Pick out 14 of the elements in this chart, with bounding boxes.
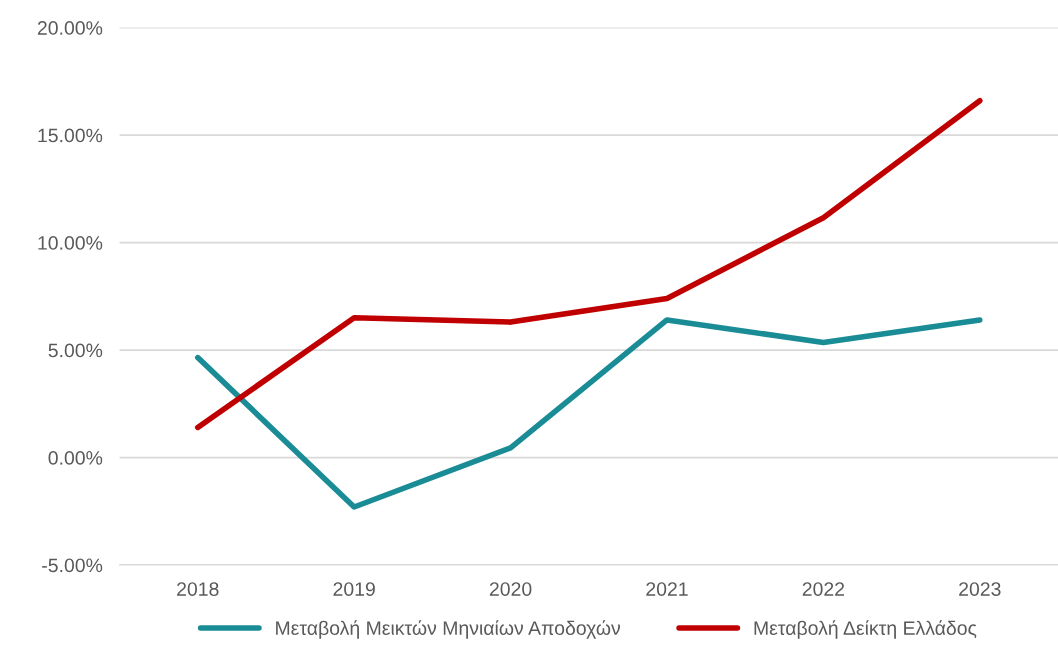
y-tick-label: 5.00% bbox=[48, 343, 103, 358]
legend-label: Μεταβολή Δείκτη Ελλάδος bbox=[754, 620, 977, 639]
x-tick-label: 2019 bbox=[333, 582, 375, 596]
x-tick-label: 2021 bbox=[646, 582, 688, 596]
y-tick-label: -5.00% bbox=[42, 558, 103, 573]
y-tick-label: 20.00% bbox=[37, 21, 103, 35]
y-tick-label: 10.00% bbox=[38, 236, 103, 250]
legend-label: Μεταβολή Μεικτών Μηνιαίων Αποδοχών bbox=[276, 620, 620, 639]
y-tick-label: 0.00% bbox=[48, 451, 103, 465]
y-tick-label: 15.00% bbox=[38, 128, 103, 143]
x-tick-label: 2018 bbox=[177, 582, 219, 596]
x-tick-label: 2020 bbox=[489, 582, 532, 596]
x-tick-label: 2022 bbox=[802, 582, 845, 596]
x-tick-label: 2023 bbox=[959, 582, 1001, 596]
